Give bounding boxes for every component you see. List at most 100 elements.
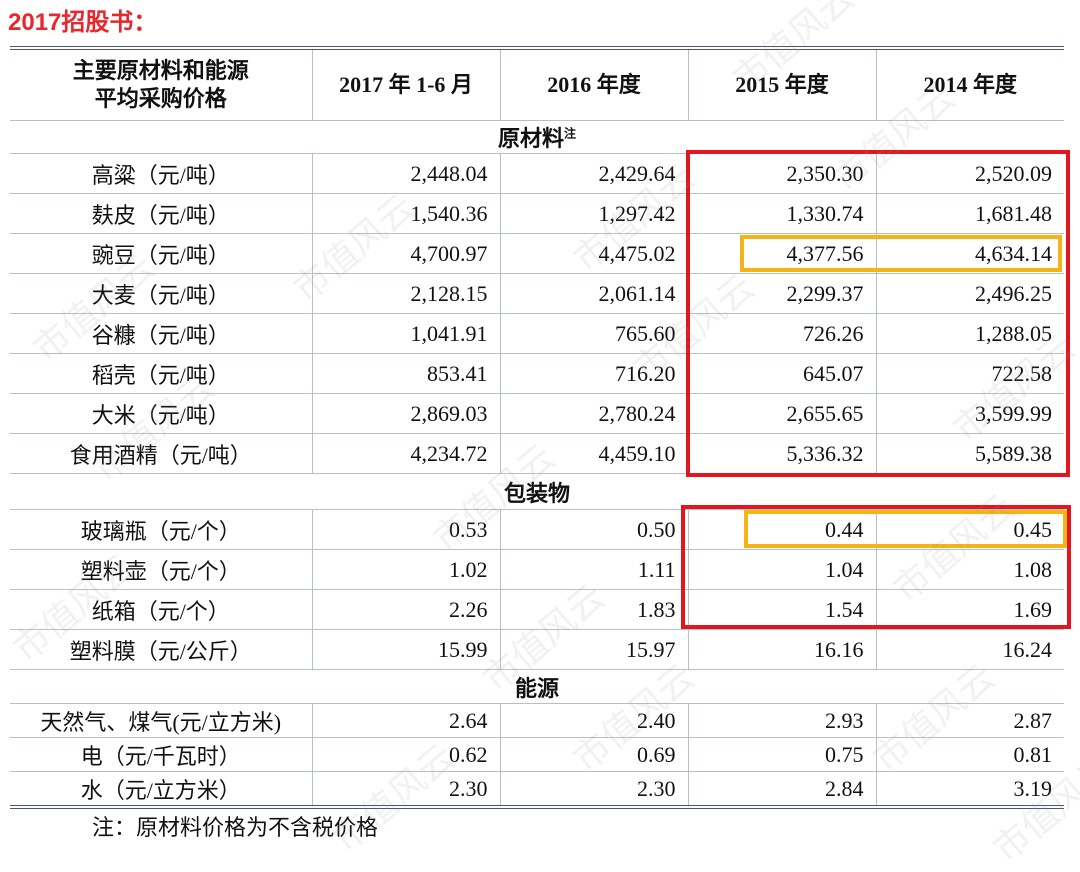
section-row: 原材料注 bbox=[10, 120, 1064, 154]
row-label: 麸皮（元/吨） bbox=[10, 193, 313, 234]
section-name: 包装物 bbox=[503, 480, 570, 506]
data-row: 水（元/立方米） 2.30 2.30 2.84 3.19 bbox=[10, 771, 1064, 808]
value-cell: 1,540.36 bbox=[311, 193, 501, 234]
page-title: 2017招股书： bbox=[8, 9, 158, 36]
value-cell: 2,496.25 bbox=[875, 273, 1064, 314]
value-cell: 2,655.65 bbox=[687, 393, 877, 434]
section-name: 能源 bbox=[514, 675, 559, 701]
value-cell: 726.26 bbox=[687, 313, 877, 354]
data-row: 稻壳（元/吨） 853.41 716.20 645.07 722.58 bbox=[10, 353, 1064, 394]
section-name: 原材料 bbox=[497, 126, 564, 151]
value-cell: 853.41 bbox=[311, 353, 501, 394]
value-cell: 16.24 bbox=[875, 629, 1064, 670]
row-label: 谷糠（元/吨） bbox=[10, 313, 313, 354]
value-cell: 4,459.10 bbox=[499, 433, 689, 474]
section-cell: 原材料注 bbox=[10, 120, 1064, 154]
value-cell: 2,299.37 bbox=[687, 273, 877, 314]
data-row: 纸箱（元/个） 2.26 1.83 1.54 1.69 bbox=[10, 589, 1064, 630]
value-cell: 2.26 bbox=[311, 589, 501, 630]
row-label: 天然气、煤气(元/立方米) bbox=[10, 703, 313, 738]
value-cell: 1.02 bbox=[311, 549, 501, 590]
row-label: 玻璃瓶（元/个） bbox=[10, 509, 313, 550]
value-cell: 0.50 bbox=[499, 509, 689, 550]
row-label: 塑料壶（元/个） bbox=[10, 549, 313, 590]
value-cell: 4,634.14 bbox=[875, 233, 1064, 274]
value-cell: 2.84 bbox=[687, 771, 877, 808]
header-cell: 2017 年 1-6 月 bbox=[311, 47, 501, 121]
value-cell: 1.54 bbox=[687, 589, 877, 630]
header-cell: 2014 年度 bbox=[875, 47, 1064, 121]
value-cell: 15.99 bbox=[311, 629, 501, 670]
section-cell: 能源 bbox=[10, 669, 1064, 704]
page: 2017招股书： 主要原材料和能源 平均采购价格 2017 年 1-6 月 2016 … bbox=[5, 0, 1080, 871]
value-cell: 2,350.30 bbox=[687, 153, 877, 194]
value-cell: 4,234.72 bbox=[311, 433, 501, 474]
value-cell: 722.58 bbox=[875, 353, 1064, 394]
row-label: 豌豆（元/吨） bbox=[10, 233, 313, 274]
value-cell: 1,288.05 bbox=[875, 313, 1064, 354]
row-label: 塑料膜（元/公斤） bbox=[10, 629, 313, 670]
value-cell: 2.87 bbox=[875, 703, 1064, 738]
data-row: 电（元/千瓦时） 0.62 0.69 0.75 0.81 bbox=[10, 737, 1064, 772]
value-cell: 0.45 bbox=[875, 509, 1064, 550]
data-row: 麸皮（元/吨） 1,540.36 1,297.42 1,330.74 1,681.48 bbox=[10, 193, 1064, 234]
header-row: 主要原材料和能源 平均采购价格 2017 年 1-6 月 2016 年度 2015 年度… bbox=[10, 47, 1064, 121]
value-cell: 1.69 bbox=[875, 589, 1064, 630]
value-cell: 0.81 bbox=[875, 737, 1064, 772]
row-label: 食用酒精（元/吨） bbox=[10, 433, 313, 474]
value-cell: 5,589.38 bbox=[875, 433, 1064, 474]
value-cell: 2,448.04 bbox=[311, 153, 501, 194]
row-label: 高粱（元/吨） bbox=[10, 153, 313, 194]
value-cell: 2,780.24 bbox=[499, 393, 689, 434]
data-row: 豌豆（元/吨） 4,700.97 4,475.02 4,377.56 4,634.14 bbox=[10, 233, 1064, 274]
value-cell: 3.19 bbox=[875, 771, 1064, 808]
header-cell: 2015 年度 bbox=[687, 47, 877, 121]
value-cell: 2.30 bbox=[311, 771, 501, 808]
data-row: 高粱（元/吨） 2,448.04 2,429.64 2,350.30 2,520.09 bbox=[10, 153, 1064, 194]
value-cell: 4,377.56 bbox=[687, 233, 877, 274]
row-label: 水（元/立方米） bbox=[10, 771, 313, 808]
value-cell: 0.62 bbox=[311, 737, 501, 772]
data-row: 大麦（元/吨） 2,128.15 2,061.14 2,299.37 2,496.25 bbox=[10, 273, 1064, 314]
value-cell: 1,041.91 bbox=[311, 313, 501, 354]
value-cell: 1.08 bbox=[875, 549, 1064, 590]
value-cell: 4,475.02 bbox=[499, 233, 689, 274]
value-cell: 15.97 bbox=[499, 629, 689, 670]
value-cell: 0.53 bbox=[311, 509, 501, 550]
row-label: 稻壳（元/吨） bbox=[10, 353, 313, 394]
value-cell: 1,681.48 bbox=[875, 193, 1064, 234]
value-cell: 765.60 bbox=[499, 313, 689, 354]
value-cell: 0.69 bbox=[499, 737, 689, 772]
header-cell: 2016 年度 bbox=[499, 47, 689, 121]
row-label: 大米（元/吨） bbox=[10, 393, 313, 434]
value-cell: 645.07 bbox=[687, 353, 877, 394]
value-cell: 2.64 bbox=[311, 703, 501, 738]
section-cell: 包装物 bbox=[10, 473, 1064, 510]
value-cell: 1.04 bbox=[687, 549, 877, 590]
data-row: 谷糠（元/吨） 1,041.91 765.60 726.26 1,288.05 bbox=[10, 313, 1064, 354]
value-cell: 1.83 bbox=[499, 589, 689, 630]
value-cell: 0.44 bbox=[687, 509, 877, 550]
value-cell: 1,330.74 bbox=[687, 193, 877, 234]
data-row: 食用酒精（元/吨） 4,234.72 4,459.10 5,336.32 5,589.3… bbox=[10, 433, 1064, 474]
header-line: 主要原材料和能源 bbox=[72, 58, 249, 83]
value-cell: 16.16 bbox=[687, 629, 877, 670]
row-label: 纸箱（元/个） bbox=[10, 589, 313, 630]
value-cell: 716.20 bbox=[499, 353, 689, 394]
row-label: 电（元/千瓦时） bbox=[10, 737, 313, 772]
value-cell: 2.93 bbox=[687, 703, 877, 738]
value-cell: 1.11 bbox=[499, 549, 689, 590]
value-cell: 2,869.03 bbox=[311, 393, 501, 434]
row-label: 大麦（元/吨） bbox=[10, 273, 313, 314]
header-line: 平均采购价格 bbox=[94, 86, 227, 111]
value-cell: 2.40 bbox=[499, 703, 689, 738]
value-cell: 2.30 bbox=[499, 771, 689, 808]
value-cell: 5,336.32 bbox=[687, 433, 877, 474]
value-cell: 4,700.97 bbox=[311, 233, 501, 274]
value-cell: 0.75 bbox=[687, 737, 877, 772]
section-row: 能源 bbox=[10, 669, 1064, 704]
value-cell: 1,297.42 bbox=[499, 193, 689, 234]
price-table: 主要原材料和能源 平均采购价格 2017 年 1-6 月 2016 年度 2015 年度… bbox=[10, 46, 1064, 809]
value-cell: 2,128.15 bbox=[311, 273, 501, 314]
data-row: 塑料壶（元/个） 1.02 1.11 1.04 1.08 bbox=[10, 549, 1064, 590]
